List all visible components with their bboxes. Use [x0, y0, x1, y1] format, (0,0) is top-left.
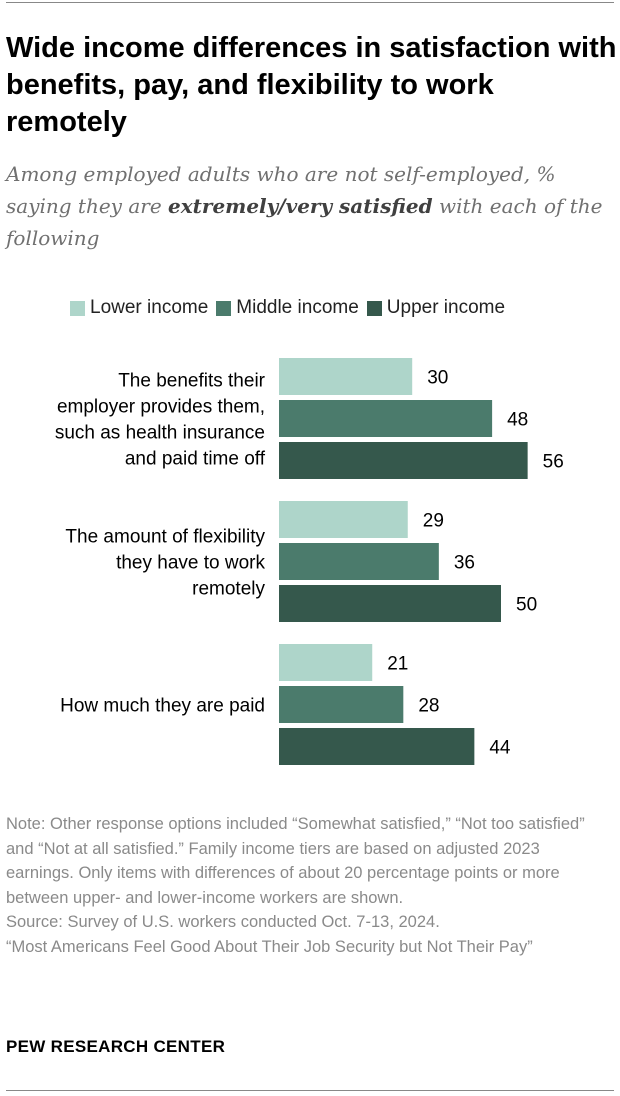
- bar-flexibility-middle: [279, 543, 439, 580]
- legend: Lower income Middle income Upper income: [70, 296, 513, 320]
- category-label-line: such as health insurance: [55, 423, 265, 444]
- chart-title: Wide income differences in satisfaction …: [6, 32, 617, 138]
- category-label-flexibility: The amount of flexibility they have to wo…: [65, 527, 265, 600]
- value-label-pay-middle: 28: [418, 696, 439, 717]
- value-label-benefits-lower: 30: [427, 368, 448, 389]
- subtitle-text-start: Among employed adults who are not self-e…: [6, 162, 556, 218]
- category-label-benefits: The benefits their employer provides them…: [55, 371, 266, 470]
- category-label-line: employer provides them,: [57, 397, 265, 418]
- subtitle-text-end: with each of the following: [6, 194, 603, 250]
- value-label-flexibility-lower: 29: [423, 511, 444, 532]
- value-label-flexibility-middle: 36: [454, 553, 475, 574]
- bar-benefits-middle: [279, 400, 493, 437]
- category-label-pay: How much they are paid: [60, 696, 265, 717]
- bar-flexibility-lower: [279, 501, 408, 538]
- legend-label-lower: Lower income: [90, 297, 209, 318]
- bar-benefits-lower: [279, 358, 413, 395]
- top-rule: [6, 2, 614, 3]
- legend-item-upper: Upper income: [366, 297, 506, 319]
- note-text: Note: Other response options included “S…: [6, 815, 585, 907]
- footer-brand: PEW RESEARCH CENTER: [6, 1037, 226, 1056]
- category-label-line: The benefits their: [118, 371, 265, 392]
- bottom-rule: [6, 1090, 614, 1091]
- legend-item-lower: Lower income: [70, 297, 208, 319]
- value-label-pay-lower: 21: [387, 654, 408, 675]
- value-label-flexibility-upper: 50: [516, 595, 537, 616]
- legend-label-middle: Middle income: [236, 297, 359, 318]
- subtitle-emphasis: extremely/very satisfied: [168, 194, 433, 218]
- bar-flexibility-upper: [279, 585, 501, 622]
- bar-pay-upper: [279, 728, 475, 765]
- category-label-line: and paid time off: [125, 449, 266, 470]
- report-title: “Most Americans Feel Good About Their Jo…: [6, 937, 533, 956]
- value-label-benefits-upper: 56: [543, 452, 564, 473]
- bar-pay-lower: [279, 644, 373, 681]
- source-text: Source: Survey of U.S. workers conducted…: [6, 913, 440, 931]
- value-label-pay-upper: 44: [489, 738, 511, 759]
- category-label-line: they have to work: [116, 553, 265, 574]
- chart-subtitle: Among employed adults who are not self-e…: [6, 158, 606, 254]
- legend-label-upper: Upper income: [386, 297, 506, 318]
- legend-item-middle: Middle income: [216, 297, 359, 319]
- legend-swatch-lower: [70, 300, 85, 316]
- value-label-benefits-middle: 48: [507, 410, 528, 431]
- bar-benefits-upper: [279, 442, 528, 479]
- bar-chart: 30 48 56 The benefits their employer provide…: [55, 358, 564, 765]
- chart-notes: Note: Other response options included “S…: [6, 812, 606, 959]
- bar-pay-middle: [279, 686, 404, 723]
- category-label-line: The amount of flexibility: [65, 527, 265, 548]
- legend-swatch-upper: [366, 300, 382, 316]
- category-label-line: How much they are paid: [60, 696, 265, 717]
- legend-swatch-middle: [216, 300, 232, 316]
- category-label-line: remotely: [192, 579, 265, 600]
